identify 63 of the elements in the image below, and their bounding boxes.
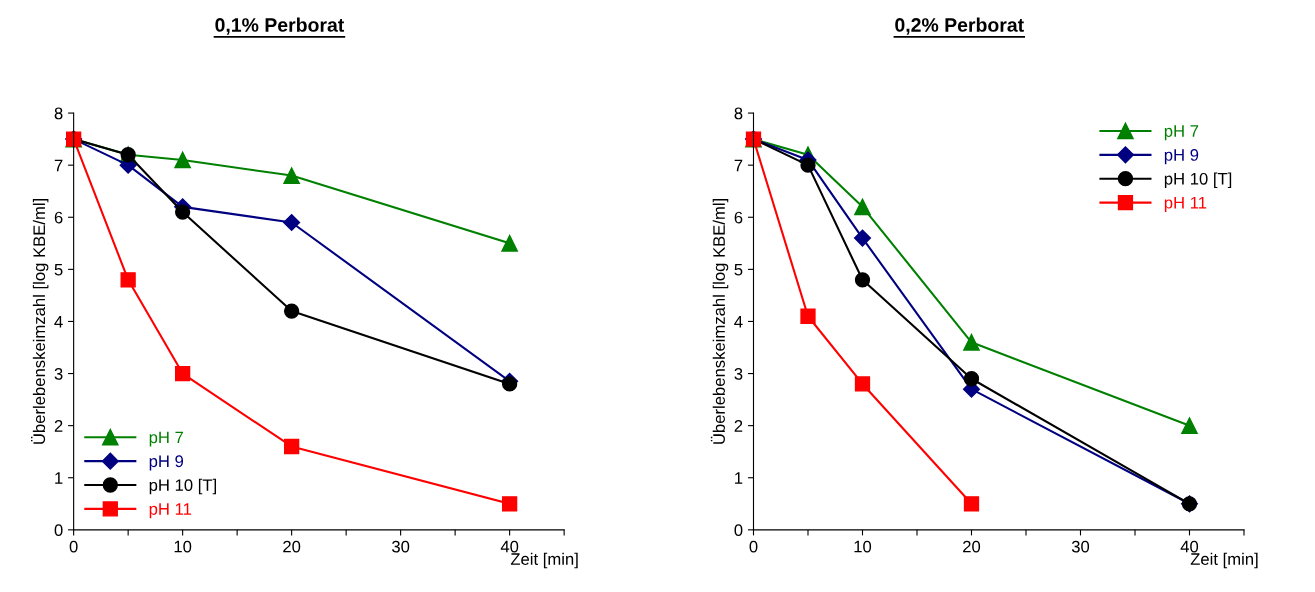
y-tick-label: 6 bbox=[734, 211, 743, 224]
y-tick-label: 0 bbox=[734, 524, 743, 537]
point bbox=[854, 376, 871, 392]
x-tick-label: 30 bbox=[1071, 540, 1090, 553]
y-tick-label: 5 bbox=[734, 263, 743, 276]
x-tick-label: 40 bbox=[500, 540, 519, 553]
point bbox=[283, 167, 300, 184]
legend-label: pH 7 bbox=[1164, 125, 1199, 141]
x-tick-label: 20 bbox=[963, 540, 981, 553]
point bbox=[174, 365, 191, 382]
point bbox=[800, 308, 816, 324]
point bbox=[174, 151, 191, 169]
legend-label: pH 11 bbox=[1164, 196, 1207, 212]
x-tick-label: 20 bbox=[283, 540, 301, 553]
y-tick-label: 8 bbox=[54, 107, 63, 120]
y-axis-title: Überlebenskeimzahl [log KBE/ml] bbox=[30, 198, 49, 444]
x-tick-label: 40 bbox=[1180, 540, 1199, 553]
point bbox=[1181, 417, 1198, 434]
legend-label: pH 9 bbox=[1164, 149, 1199, 165]
y-tick-label: 1 bbox=[55, 472, 63, 484]
y-axis-title: Überlebenskeimzahl [log KBE/ml] bbox=[710, 198, 729, 444]
point bbox=[854, 272, 871, 288]
y-tick-label: 2 bbox=[54, 420, 63, 432]
y-tick-label: 0 bbox=[54, 524, 63, 537]
chart-title: 0,1% Perborat bbox=[215, 17, 345, 35]
y-tick-label: 1 bbox=[735, 472, 743, 484]
point bbox=[963, 333, 980, 351]
point bbox=[283, 303, 300, 319]
point bbox=[501, 376, 518, 392]
x-tick-label: 10 bbox=[174, 540, 192, 553]
legend-label: pH 7 bbox=[149, 431, 184, 447]
legend-label: pH 11 bbox=[149, 503, 192, 519]
point bbox=[963, 496, 980, 512]
point bbox=[120, 272, 136, 288]
chart-title: 0,2% Perborat bbox=[895, 17, 1024, 35]
y-tick-label: 5 bbox=[54, 263, 63, 276]
y-tick-label: 3 bbox=[54, 367, 63, 380]
x-tick-label: 10 bbox=[854, 540, 872, 553]
point bbox=[174, 204, 191, 220]
y-tick-label: 6 bbox=[54, 211, 63, 224]
y-tick-label: 7 bbox=[54, 159, 63, 172]
legend-label: pH 10 [T] bbox=[1164, 172, 1232, 189]
y-tick-label: 2 bbox=[734, 420, 743, 432]
point bbox=[283, 213, 301, 232]
x-tick-label: 0 bbox=[749, 540, 758, 553]
legend-label: pH 9 bbox=[149, 455, 184, 471]
point bbox=[501, 496, 518, 512]
legend-label: pH 10 [T] bbox=[149, 478, 216, 495]
point bbox=[963, 371, 980, 387]
y-tick-label: 8 bbox=[734, 107, 743, 120]
y-tick-label: 7 bbox=[734, 159, 743, 172]
y-tick-label: 4 bbox=[734, 316, 743, 328]
x-axis-title: Zeit [min] bbox=[1190, 552, 1258, 569]
x-axis-title: Zeit [min] bbox=[510, 552, 578, 569]
point bbox=[854, 198, 871, 216]
point bbox=[853, 229, 872, 247]
x-tick-label: 0 bbox=[69, 540, 78, 553]
x-tick-label: 30 bbox=[392, 540, 410, 553]
point bbox=[501, 234, 518, 252]
point bbox=[283, 438, 300, 455]
point bbox=[800, 157, 816, 173]
y-tick-label: 3 bbox=[734, 367, 743, 380]
y-tick-label: 4 bbox=[54, 316, 63, 328]
